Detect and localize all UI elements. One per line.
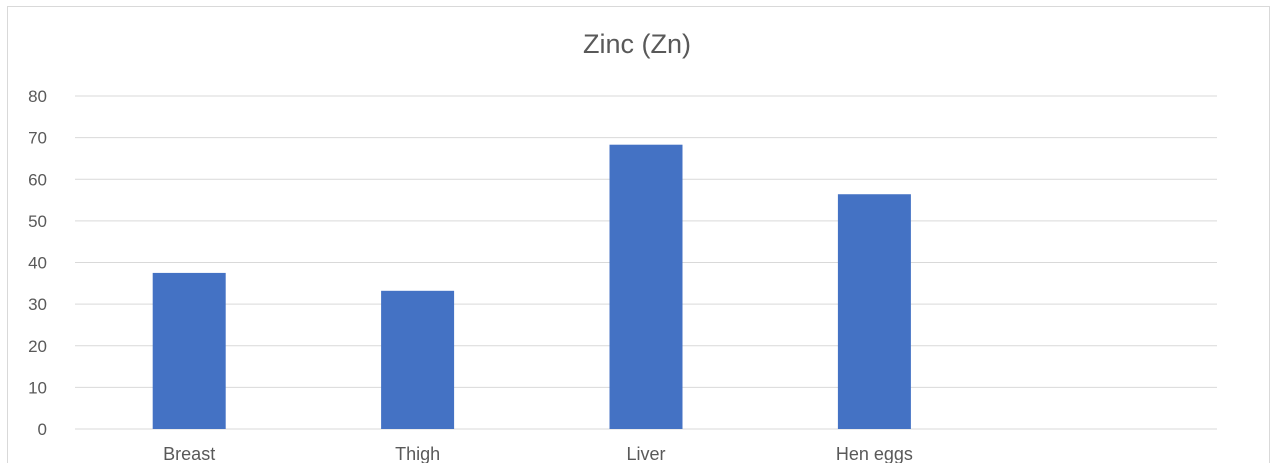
y-tick-label: 70 xyxy=(28,129,47,148)
y-tick-label: 40 xyxy=(28,254,47,273)
y-tick-label: 20 xyxy=(28,337,47,356)
y-tick-label: 30 xyxy=(28,295,47,314)
bar-breast xyxy=(152,272,226,429)
y-tick-label: 80 xyxy=(28,87,47,106)
bars xyxy=(152,144,911,430)
y-tick-label: 10 xyxy=(28,378,47,397)
bar-thigh xyxy=(381,290,455,429)
x-axis-category-labels: Breast Thigh Liver Hen eggs xyxy=(163,444,913,464)
y-tick-label: 50 xyxy=(28,212,47,231)
x-category-label: Liver xyxy=(626,444,665,463)
y-tick-label: 60 xyxy=(28,170,47,189)
x-category-label: Thigh xyxy=(395,444,440,463)
y-axis-tick-labels: 0 10 20 30 40 50 60 70 80 xyxy=(28,87,47,439)
bar-liver xyxy=(609,144,683,430)
bar-hen-eggs xyxy=(837,194,911,429)
x-category-label: Hen eggs xyxy=(836,444,913,463)
y-tick-label: 0 xyxy=(38,420,47,439)
chart-title: Zinc (Zn) xyxy=(583,29,691,59)
x-category-label: Breast xyxy=(163,444,215,463)
